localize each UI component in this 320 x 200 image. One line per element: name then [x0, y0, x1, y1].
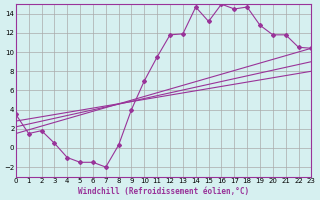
X-axis label: Windchill (Refroidissement éolien,°C): Windchill (Refroidissement éolien,°C): [78, 187, 249, 196]
